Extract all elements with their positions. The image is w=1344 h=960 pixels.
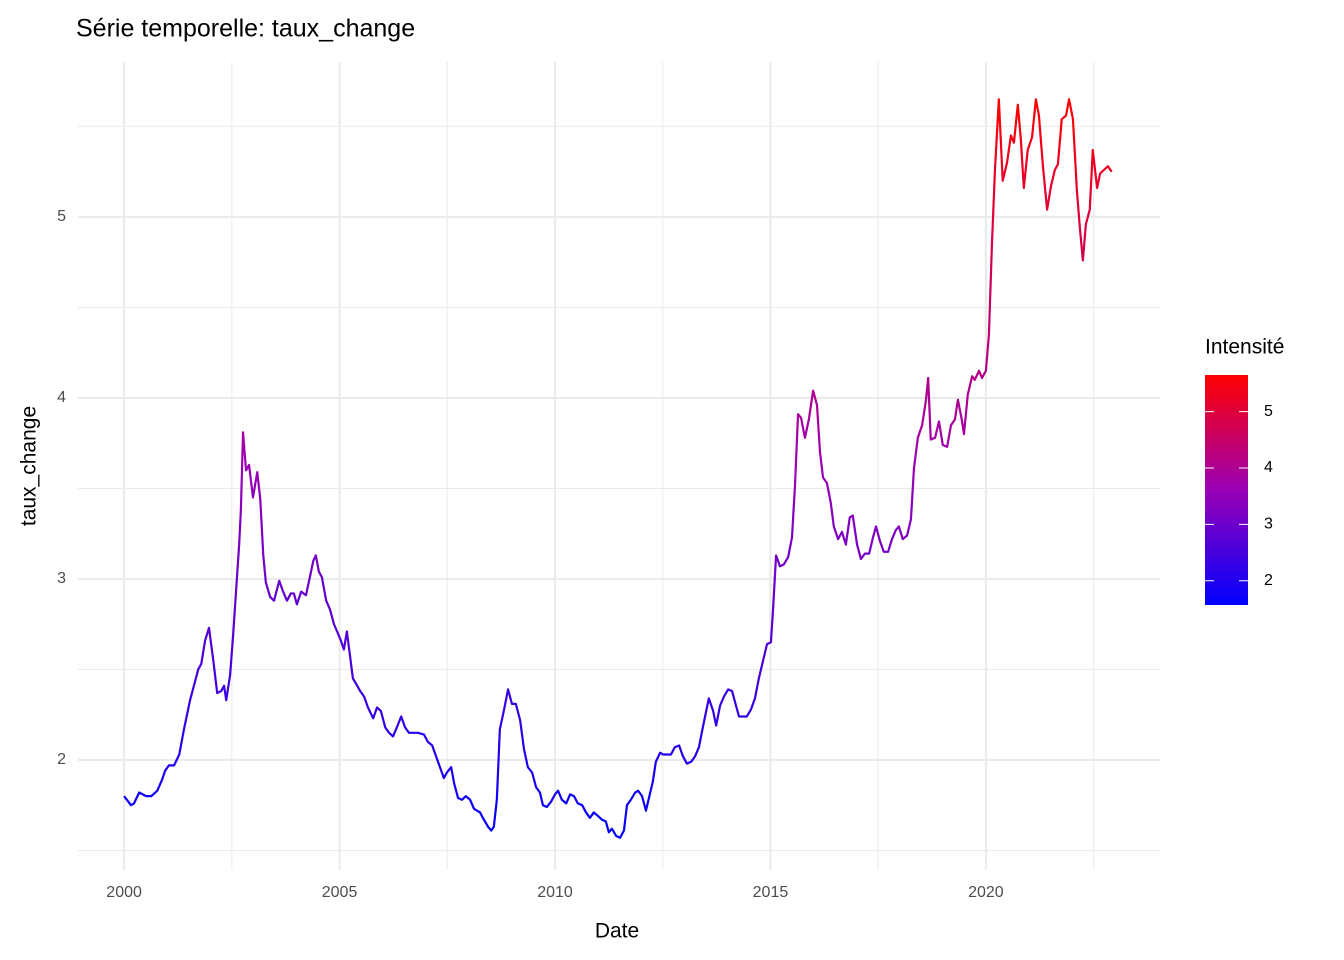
x-tick-label: 2020 <box>968 884 1004 901</box>
legend-tick-label: 4 <box>1264 459 1273 476</box>
y-axis-title: taux_change <box>18 406 41 526</box>
x-tick-label: 2015 <box>753 884 789 901</box>
x-tick-label: 2000 <box>106 884 142 901</box>
x-axis-title: Date <box>595 920 639 943</box>
legend-tick-label: 2 <box>1264 572 1273 589</box>
data-line <box>123 98 1113 839</box>
y-tick-label: 2 <box>57 751 66 768</box>
chart-title: Série temporelle: taux_change <box>76 15 415 43</box>
legend-tick-label: 3 <box>1264 516 1273 533</box>
y-tick-label: 4 <box>57 389 66 406</box>
legend-colorbar <box>1205 375 1248 605</box>
x-tick-label: 2005 <box>322 884 358 901</box>
y-tick-label: 5 <box>57 208 66 225</box>
legend-title: Intensité <box>1205 336 1284 359</box>
x-tick-label: 2010 <box>537 884 573 901</box>
legend-tick-label: 5 <box>1264 403 1273 420</box>
y-tick-label: 3 <box>57 570 66 587</box>
